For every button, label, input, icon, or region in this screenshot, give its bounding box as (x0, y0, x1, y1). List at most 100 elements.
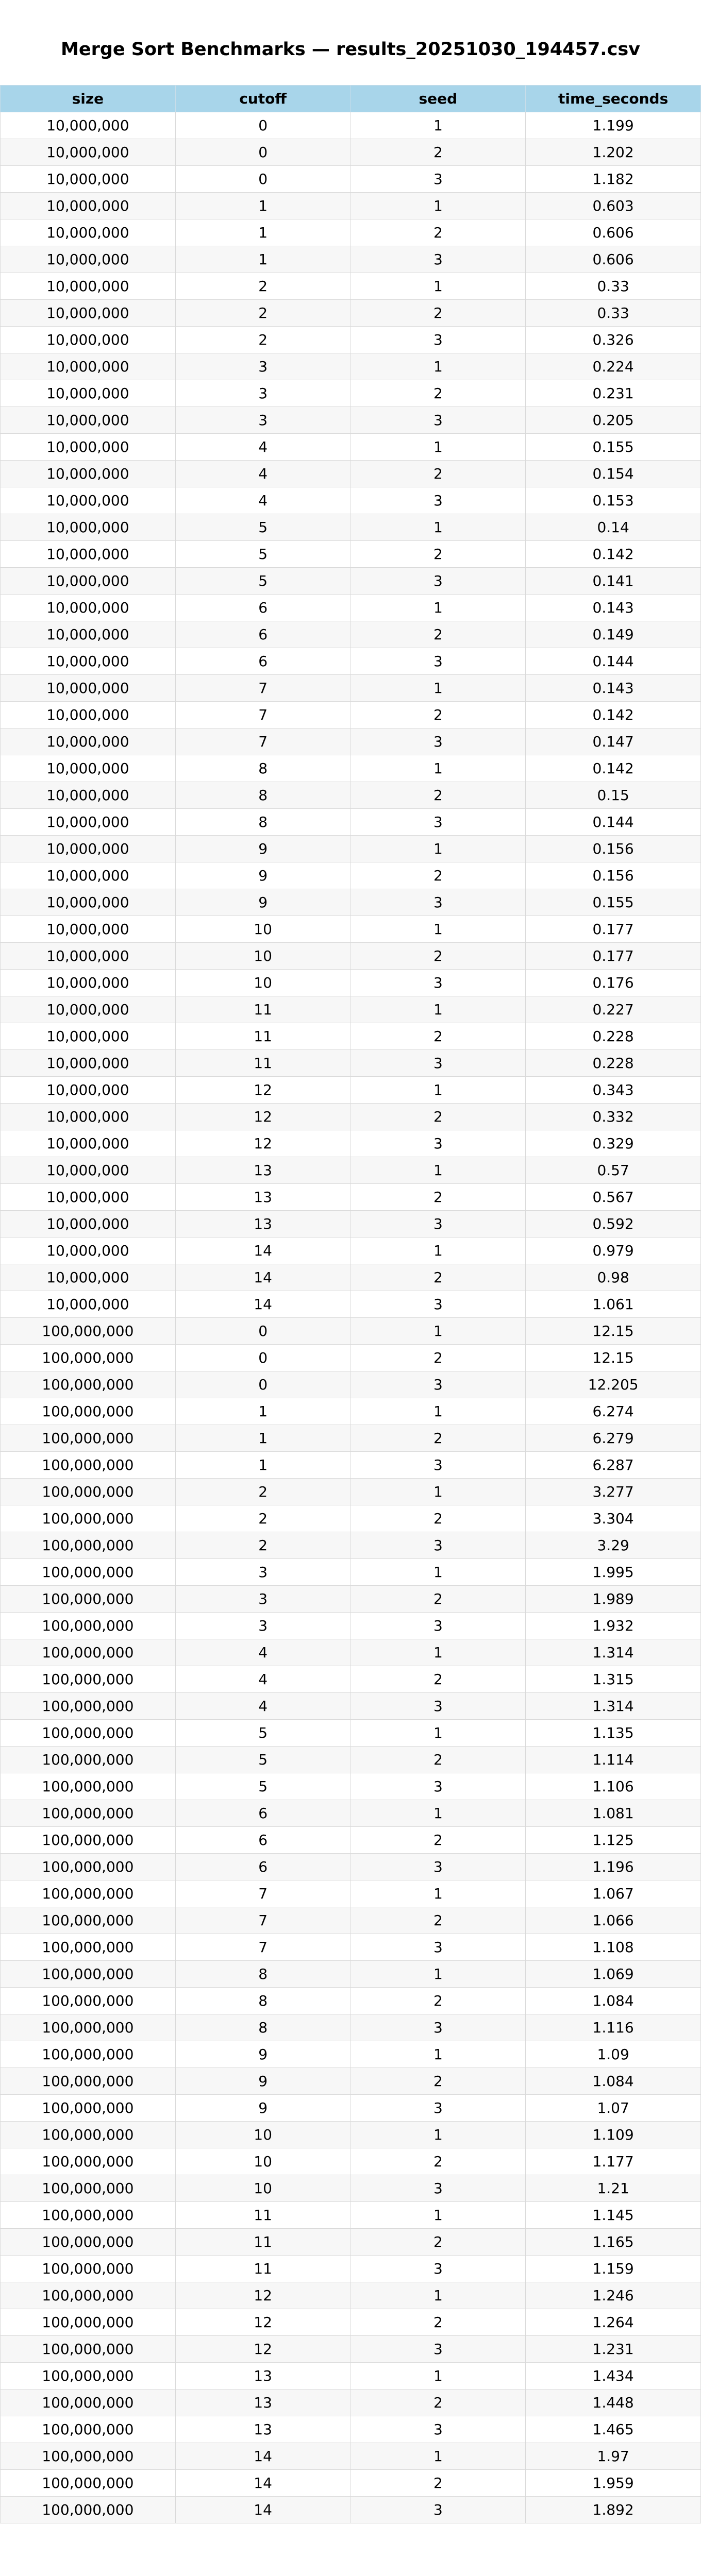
table-cell-size: 10,000,000 (0, 487, 176, 514)
table-cell-time-seconds: 0.155 (525, 433, 701, 461)
table-cell-size: 10,000,000 (0, 540, 176, 568)
table-row: 10,000,000 9 1 0.156 (0, 835, 701, 862)
table-row: 10,000,000 12 3 0.329 (0, 1130, 701, 1157)
table-cell-cutoff: 0 (175, 112, 351, 139)
table-cell-size: 100,000,000 (0, 1826, 176, 1854)
table-cell-time-seconds: 0.141 (525, 567, 701, 595)
table-row: 100,000,000 10 2 1.177 (0, 2148, 701, 2175)
table-row: 10,000,000 6 2 0.149 (0, 621, 701, 648)
table-row: 100,000,000 5 3 1.106 (0, 1773, 701, 1800)
table-cell-size: 100,000,000 (0, 1746, 176, 1773)
table-cell-time-seconds: 0.156 (525, 862, 701, 889)
table-cell-size: 100,000,000 (0, 1558, 176, 1586)
table-row: 10,000,000 2 3 0.326 (0, 326, 701, 353)
table-cell-seed: 1 (350, 2362, 526, 2389)
table-row: 100,000,000 5 2 1.114 (0, 1746, 701, 1773)
table-cell-seed: 1 (350, 1880, 526, 1907)
table-cell-cutoff: 7 (175, 1934, 351, 1961)
table-cell-seed: 1 (350, 916, 526, 943)
page-title: Merge Sort Benchmarks — results_20251030… (61, 39, 640, 60)
table-cell-cutoff: 13 (175, 2416, 351, 2443)
table-cell-seed: 3 (350, 1934, 526, 1961)
column-header-seed: seed (350, 85, 526, 112)
table-row: 100,000,000 3 2 1.989 (0, 1585, 701, 1613)
table-cell-seed: 2 (350, 942, 526, 970)
table-row: 10,000,000 6 1 0.143 (0, 594, 701, 621)
table-cell-seed: 3 (350, 808, 526, 836)
table-cell-size: 100,000,000 (0, 2389, 176, 2416)
table-cell-size: 100,000,000 (0, 1934, 176, 1961)
table-cell-size: 100,000,000 (0, 1505, 176, 1532)
table-cell-size: 10,000,000 (0, 1210, 176, 1238)
table-cell-cutoff: 6 (175, 1826, 351, 1854)
table-cell-size: 100,000,000 (0, 1425, 176, 1452)
table-cell-time-seconds: 1.932 (525, 1612, 701, 1639)
table-cell-seed: 2 (350, 1264, 526, 1291)
table-cell-size: 100,000,000 (0, 2148, 176, 2175)
table-cell-seed: 2 (350, 782, 526, 809)
table-cell-cutoff: 2 (175, 299, 351, 327)
table-cell-time-seconds: 1.116 (525, 2014, 701, 2041)
table-cell-size: 100,000,000 (0, 1344, 176, 1371)
table-cell-size: 10,000,000 (0, 942, 176, 970)
table-cell-size: 10,000,000 (0, 406, 176, 434)
table-row: 100,000,000 9 3 1.07 (0, 2094, 701, 2122)
table-cell-time-seconds: 1.084 (525, 1987, 701, 2014)
table-cell-seed: 1 (350, 1076, 526, 1104)
table-cell-seed: 3 (350, 246, 526, 273)
table-cell-size: 100,000,000 (0, 1478, 176, 1505)
table-cell-time-seconds: 0.979 (525, 1237, 701, 1264)
table-cell-time-seconds: 0.343 (525, 1076, 701, 1104)
table-cell-time-seconds: 0.227 (525, 996, 701, 1023)
table-row: 100,000,000 4 1 1.314 (0, 1639, 701, 1666)
table-cell-seed: 2 (350, 540, 526, 568)
table-cell-seed: 3 (350, 2496, 526, 2523)
table-cell-seed: 3 (350, 1692, 526, 1720)
table-cell-time-seconds: 1.182 (525, 165, 701, 193)
table-cell-time-seconds: 0.143 (525, 594, 701, 621)
table-cell-seed: 2 (350, 2389, 526, 2416)
table-cell-size: 100,000,000 (0, 2443, 176, 2470)
table-cell-cutoff: 9 (175, 889, 351, 916)
table-cell-cutoff: 14 (175, 1264, 351, 1291)
table-row: 100,000,000 6 1 1.081 (0, 1800, 701, 1827)
table-cell-time-seconds: 0.57 (525, 1157, 701, 1184)
table-row: 10,000,000 12 1 0.343 (0, 1076, 701, 1104)
table-cell-cutoff: 3 (175, 1612, 351, 1639)
table-row: 10,000,000 1 3 0.606 (0, 246, 701, 273)
table-cell-cutoff: 8 (175, 808, 351, 836)
table-cell-cutoff: 12 (175, 1076, 351, 1104)
table-cell-time-seconds: 1.465 (525, 2416, 701, 2443)
table-row: 10,000,000 8 3 0.144 (0, 808, 701, 836)
table-cell-cutoff: 2 (175, 1478, 351, 1505)
table-cell-seed: 3 (350, 1049, 526, 1077)
table-cell-time-seconds: 0.144 (525, 808, 701, 836)
table-row: 10,000,000 3 1 0.224 (0, 353, 701, 380)
table-cell-size: 10,000,000 (0, 353, 176, 380)
table-cell-time-seconds: 0.176 (525, 969, 701, 996)
table-cell-cutoff: 10 (175, 2148, 351, 2175)
table-cell-seed: 2 (350, 1666, 526, 1693)
table-cell-size: 100,000,000 (0, 2094, 176, 2122)
table-row: 10,000,000 4 2 0.154 (0, 460, 701, 487)
table-cell-time-seconds: 1.106 (525, 1773, 701, 1800)
table-cell-cutoff: 4 (175, 1692, 351, 1720)
table-cell-cutoff: 4 (175, 460, 351, 487)
table-cell-time-seconds: 0.153 (525, 487, 701, 514)
table-row: 100,000,000 8 3 1.116 (0, 2014, 701, 2041)
table-row: 10,000,000 12 2 0.332 (0, 1103, 701, 1130)
table-cell-size: 100,000,000 (0, 2201, 176, 2229)
table-cell-cutoff: 5 (175, 1746, 351, 1773)
table-cell-seed: 1 (350, 996, 526, 1023)
table-cell-size: 100,000,000 (0, 2255, 176, 2282)
table-cell-cutoff: 9 (175, 835, 351, 862)
table-cell-seed: 1 (350, 1317, 526, 1345)
table-cell-time-seconds: 0.33 (525, 299, 701, 327)
table-cell-time-seconds: 0.606 (525, 219, 701, 246)
table-cell-cutoff: 12 (175, 2335, 351, 2363)
table-cell-cutoff: 0 (175, 1371, 351, 1398)
table-cell-cutoff: 7 (175, 728, 351, 755)
table-cell-seed: 1 (350, 1800, 526, 1827)
table-row: 100,000,000 1 1 6.274 (0, 1398, 701, 1425)
table-cell-size: 10,000,000 (0, 808, 176, 836)
